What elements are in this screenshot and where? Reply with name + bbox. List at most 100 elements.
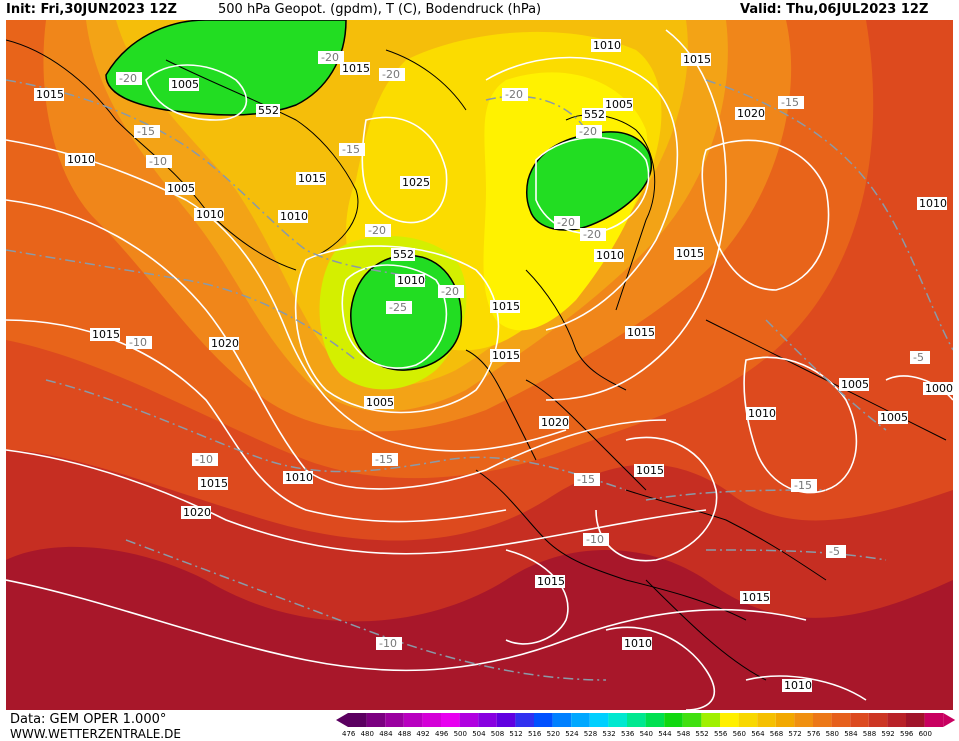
colorbar-swatch	[348, 713, 367, 727]
colorbar-tick-label: 592	[881, 730, 895, 738]
pressure-label	[278, 205, 308, 218]
temperature-label: -20	[365, 224, 391, 237]
colorbar-tick-label: 584	[844, 730, 858, 738]
pressure-label: 1015	[740, 591, 770, 604]
isotherms	[6, 79, 953, 681]
colorbar-tick-label: 588	[862, 730, 877, 738]
pressure-label: 1015	[490, 349, 520, 362]
svg-text:1010: 1010	[285, 471, 313, 484]
svg-text:-15: -15	[577, 473, 595, 486]
pressure-label: 1010	[591, 39, 621, 52]
website-link[interactable]: WWW.WETTERZENTRALE.DE	[10, 727, 181, 741]
pressure-label: 1010	[278, 210, 308, 223]
color-scale-bar	[336, 713, 956, 727]
init-time: Init: Fri,30JUN2023 12Z	[6, 2, 177, 17]
colorbar-tick-label: 544	[658, 730, 672, 738]
pressure-label: 1010	[782, 679, 812, 692]
pressure-label: 1015	[674, 247, 704, 260]
svg-text:1005: 1005	[366, 396, 394, 409]
svg-text:-15: -15	[137, 125, 155, 138]
colorbar-swatch	[887, 713, 906, 727]
colorbar-swatch	[534, 713, 553, 727]
temperature-label: -10	[146, 155, 172, 168]
temperature-label: -20	[318, 51, 344, 64]
svg-text:1020: 1020	[183, 506, 211, 519]
colorbar-swatch	[608, 713, 627, 727]
colorbar-swatch	[775, 713, 795, 727]
colorbar-swatch	[459, 713, 479, 727]
svg-text:1015: 1015	[200, 477, 228, 490]
svg-text:1005: 1005	[605, 98, 633, 111]
data-source: Data: GEM OPER 1.000°	[10, 712, 167, 727]
svg-text:1010: 1010	[596, 249, 624, 262]
colorbar-tick-label: 548	[676, 730, 691, 738]
svg-text:1010: 1010	[280, 210, 308, 223]
svg-text:1010: 1010	[748, 407, 776, 420]
colorbar-swatch	[403, 713, 423, 727]
colorbar-swatch	[850, 713, 869, 727]
svg-text:1010: 1010	[67, 153, 95, 166]
pressure-label: 1020	[735, 107, 765, 120]
pressure-label: 1015	[296, 172, 326, 185]
pressure-label: 1015	[625, 326, 655, 339]
colorbar-swatch	[385, 713, 404, 727]
colorbar-tick-label: 564	[751, 730, 765, 738]
svg-text:-15: -15	[781, 96, 799, 109]
colorbar-tick-label: 560	[732, 730, 746, 738]
temperature-label: -15	[134, 125, 160, 138]
colorbar-swatch	[794, 713, 813, 727]
svg-text:1005: 1005	[841, 378, 869, 391]
temperature-label: -20	[576, 125, 602, 138]
colorbar-tick-label: 496	[435, 730, 449, 738]
pressure-label: 1015	[535, 575, 565, 588]
temperature-label: -25	[386, 301, 412, 314]
svg-text:-25: -25	[389, 301, 407, 314]
isobars	[6, 29, 953, 710]
pressure-label: 1020	[209, 337, 239, 350]
temperature-label: -15	[339, 143, 365, 156]
pressure-label: 1005	[878, 411, 908, 424]
colorbar-tick-label: 480	[360, 730, 374, 738]
pressure-label: 1005	[603, 98, 633, 111]
valid-time: Valid: Thu,06JUL2023 12Z	[740, 2, 929, 17]
colorbar-tick-label: 540	[639, 730, 653, 738]
weather-map[interactable]: 1015 1010 1005 1010 1005 1010 1015 1025 …	[6, 20, 953, 710]
temperature-label: -10	[376, 637, 402, 650]
colorbar-tick-label: 512	[509, 730, 523, 738]
pressure-label: 1015	[634, 464, 664, 477]
colorbar-tick-label: 488	[397, 730, 412, 738]
pressure-label: 1005	[165, 182, 195, 195]
colorbar-swatch	[682, 713, 702, 727]
colorbar-tick-label: 576	[807, 730, 821, 738]
svg-text:1025: 1025	[402, 176, 430, 189]
temperature-label: -15	[791, 479, 817, 492]
svg-text:1020: 1020	[211, 337, 239, 350]
colorbar-tick-label: 508	[490, 730, 505, 738]
colorbar-swatch	[515, 713, 534, 727]
svg-text:1015: 1015	[92, 328, 120, 341]
pressure-label: 1010	[917, 197, 947, 210]
svg-text:-20: -20	[583, 228, 601, 241]
svg-text:1010: 1010	[593, 39, 621, 52]
map-title: 500 hPa Geopot. (gpdm), T (C), Bodendruc…	[218, 2, 542, 17]
colorbar-tick-label: 500	[453, 730, 467, 738]
pressure-label: 1010	[622, 637, 652, 650]
pressure-label: 1010	[746, 407, 776, 420]
pressure-label: 1005	[839, 378, 869, 391]
colorbar-swatch	[738, 713, 758, 727]
svg-text:1015: 1015	[36, 88, 64, 101]
colorbar-swatch	[664, 713, 683, 727]
colorbar-tick-label: 532	[602, 730, 616, 738]
pressure-label: 1015	[34, 88, 64, 101]
temperature-label: -20	[438, 285, 464, 298]
svg-text:1005: 1005	[880, 411, 908, 424]
temperature-label: -15	[574, 473, 600, 486]
colorbar-swatch	[757, 713, 776, 727]
colorbar-swatch	[552, 713, 572, 727]
svg-text:-10: -10	[129, 336, 147, 349]
temperature-label: -10	[583, 533, 609, 546]
temperature-label: -20	[580, 228, 606, 241]
colorbar-swatch	[627, 713, 646, 727]
svg-text:1015: 1015	[636, 464, 664, 477]
colorbar-swatch	[441, 713, 460, 727]
